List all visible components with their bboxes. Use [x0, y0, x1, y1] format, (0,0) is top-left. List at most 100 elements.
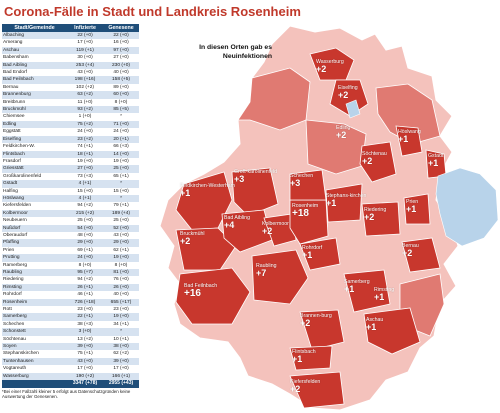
cell-infected: 75 (+2) [67, 120, 103, 129]
map-label-name: Gstadt [428, 153, 444, 159]
cell-infected: 4 (+1) [67, 180, 103, 188]
cell-infected: 94 (+2) [67, 276, 103, 284]
table-row: Albaching 22 (+0) 22 (+0) [2, 32, 139, 40]
cell-recovered: 29 (+0) [103, 239, 139, 247]
cell-infected: 215 (+2) [67, 209, 103, 218]
table-row: Chiemsee 1 (+0) * [2, 113, 139, 121]
cell-recovered: 40 (+0) [103, 69, 139, 77]
map-label-delta: +3 [234, 174, 245, 185]
table-row: Aschau 119 (+1) 97 (+0) [2, 46, 139, 55]
cell-municipality: Kolbermoor [2, 209, 67, 218]
map-label-delta: +1 [292, 354, 303, 365]
table-total-row: 3347 (+78) 2955 (+43) [2, 380, 139, 389]
cell-infected: 8 (+0) [67, 261, 103, 269]
map-label-delta: +1 [326, 198, 337, 209]
map-label: Kiefersfelden +2 [290, 379, 321, 394]
region-aschau [363, 307, 421, 355]
map-label-name: Kiefersfelden [290, 379, 321, 385]
region-bruckmuehl [175, 227, 237, 271]
table-row: Kolbermoor 215 (+2) 189 (+4) [2, 209, 139, 218]
cell-recovered: 23 (+0) [103, 306, 139, 314]
cell-infected: 74 (+1) [67, 143, 103, 151]
map-label-name: Söchtenau [362, 151, 387, 157]
cell-infected: 95 (+7) [67, 269, 103, 277]
map-label-name: Rosenheim [292, 203, 319, 209]
cell-municipality: Eiselfing [2, 135, 67, 144]
cell-municipality: Feldkirchen-W. [2, 143, 67, 151]
table-row: Samerberg 22 (+1) 19 (+0) [2, 313, 139, 321]
region-schechen [289, 169, 327, 201]
cell-recovered: 43 (+0) [103, 231, 139, 240]
map-label: Kolbermoor +2 [262, 221, 289, 236]
map-label-delta: +2 [316, 64, 327, 75]
cell-infected: 102 (+2) [67, 83, 103, 92]
cell-infected: 17 (+0) [67, 39, 103, 47]
cell-recovered: 71 (+0) [103, 120, 139, 129]
cell-recovered: 81 (+0) [103, 269, 139, 277]
table-row: Frasdorf 19 (+0) 19 (+0) [2, 157, 139, 166]
cell-infected: 25 (+0) [67, 217, 103, 225]
total-recovered: 2955 (+43) [103, 380, 139, 389]
cell-municipality: Frasdorf [2, 157, 67, 166]
cell-municipality: Bruckmühl [2, 106, 67, 114]
cases-table: Stadt/Gemeinde Infizierte Genesene Albac… [2, 24, 139, 389]
table-row: Rohrdorf 46 (+1) 40 (+0) [2, 291, 139, 299]
map-label-name: Stephans-kirchen [326, 193, 367, 199]
cell-infected: 253 (+4) [67, 61, 103, 70]
map-label-delta: +1 [374, 292, 385, 303]
cell-municipality: Stephanskirchen [2, 350, 67, 358]
table-row: Eiselfing 23 (+2) 20 (+1) [2, 135, 139, 144]
map-label-delta: +1 [344, 284, 355, 295]
cell-recovered: 89 (+0) [103, 83, 139, 92]
cell-recovered: * [103, 194, 139, 203]
map-label-name: Prien [406, 199, 419, 205]
cell-infected: 39 (+0) [67, 343, 103, 351]
cell-infected: 23 (+2) [67, 135, 103, 144]
map-label-name: Groß-karolinenfeld [234, 169, 277, 175]
map-label-name: Edling [336, 125, 351, 131]
table-row: Schonstett 3 (+0) * [2, 328, 139, 336]
cell-municipality: Prutting [2, 254, 67, 262]
map-svg [159, 25, 499, 411]
map-label: Rohrdorf +1 [302, 245, 322, 260]
cell-recovered: 39 (+0) [103, 357, 139, 366]
cell-municipality: Rosenheim [2, 298, 67, 307]
map-label-delta: +3 [290, 178, 301, 189]
region-riedering [361, 201, 401, 237]
table-row: Flintsbach 18 (+1) 14 (+0) [2, 150, 139, 158]
map-label-name: Riedering [364, 207, 387, 213]
table-row: Ramerberg 8 (+0) 8 (+0) [2, 261, 139, 269]
map-label-name: Schechen [290, 173, 314, 179]
cell-recovered: 79 (+1) [103, 202, 139, 210]
region-bernau [401, 237, 441, 273]
table-row: Raubling 95 (+7) 81 (+0) [2, 269, 139, 277]
cell-municipality: Raubling [2, 269, 67, 277]
map-label-delta: +2 [180, 236, 191, 247]
map-label-name: Wasserburg [316, 59, 344, 65]
cell-infected: 30 (+0) [67, 54, 103, 62]
map-label-name: Bernau [402, 243, 419, 249]
table-row: Stephanskirchen 75 (+1) 62 (+2) [2, 350, 139, 358]
table-row: Höslwang 4 (+1) * [2, 194, 139, 203]
cell-infected: 11 (+0) [67, 98, 103, 107]
map-label: Bruckmühl +2 [180, 231, 205, 247]
cell-recovered: 158 (+5) [103, 76, 139, 84]
map-label: Bernau +2 [402, 243, 419, 258]
table-row: Bruckmühl 93 (+2) 85 (+5) [2, 106, 139, 114]
cell-recovered: 189 (+4) [103, 209, 139, 218]
table-row: Oberaudorf 48 (+0) 43 (+0) [2, 231, 139, 240]
cell-infected: 198 (+16) [67, 76, 103, 84]
cell-municipality: Samerberg [2, 313, 67, 321]
table-row: Prutting 24 (+0) 19 (+0) [2, 254, 139, 262]
cell-infected: 15 (+0) [67, 187, 103, 195]
cell-infected: 23 (+0) [67, 306, 103, 314]
cell-recovered: 16 (+0) [103, 39, 139, 47]
region-flintsbach [289, 345, 333, 371]
table-row: Feldkirchen-W. 74 (+1) 66 (+3) [2, 143, 139, 151]
map-label-delta: +4 [224, 220, 235, 231]
map-label-delta: +2 [336, 130, 347, 141]
map-label-name: Bruckmühl [180, 231, 205, 237]
cell-infected: 43 (+0) [67, 357, 103, 366]
cell-municipality: Brannenburg [2, 91, 67, 99]
district-map: Wasserburg +2 Eiselfing +2 Höslwang +1 Söchten… [140, 24, 500, 413]
